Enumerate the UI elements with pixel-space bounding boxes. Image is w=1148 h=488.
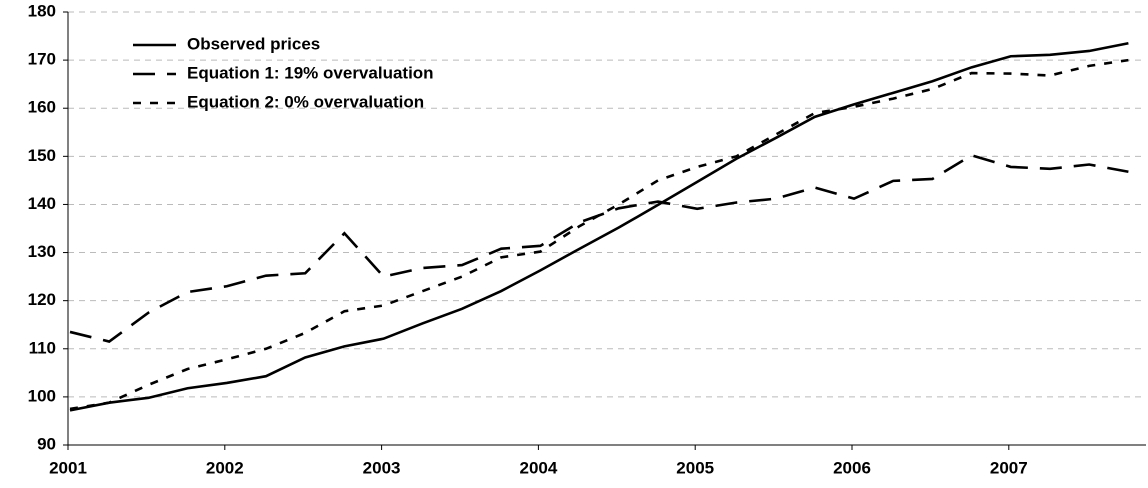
x-tick-label: 2007 — [990, 458, 1028, 477]
y-tick-label: 110 — [29, 338, 56, 357]
y-tick-label: 150 — [28, 146, 56, 165]
y-tick-label: 170 — [28, 50, 56, 69]
y-tick-label: 120 — [28, 290, 56, 309]
series-line — [69, 153, 1129, 343]
y-tick-label: 160 — [28, 98, 56, 117]
legend-label: Observed prices — [187, 34, 320, 53]
x-tick-label: 2001 — [49, 458, 87, 477]
y-tick-label: 180 — [28, 1, 56, 20]
y-tick-label: 140 — [28, 194, 56, 213]
y-tick-label: 100 — [28, 386, 56, 405]
series-line — [69, 41, 1129, 412]
legend-label: Equation 1: 19% overvaluation — [187, 63, 434, 82]
x-tick-label: 2004 — [519, 458, 557, 477]
x-tick-label: 2002 — [206, 458, 244, 477]
y-tick-label: 90 — [37, 434, 56, 453]
series-line — [69, 58, 1129, 411]
x-tick-label: 2003 — [363, 458, 401, 477]
x-tick-label: 2005 — [676, 458, 714, 477]
legend-label: Equation 2: 0% overvaluation — [187, 92, 424, 111]
y-tick-label: 130 — [28, 242, 56, 261]
x-tick-label: 2006 — [833, 458, 871, 477]
